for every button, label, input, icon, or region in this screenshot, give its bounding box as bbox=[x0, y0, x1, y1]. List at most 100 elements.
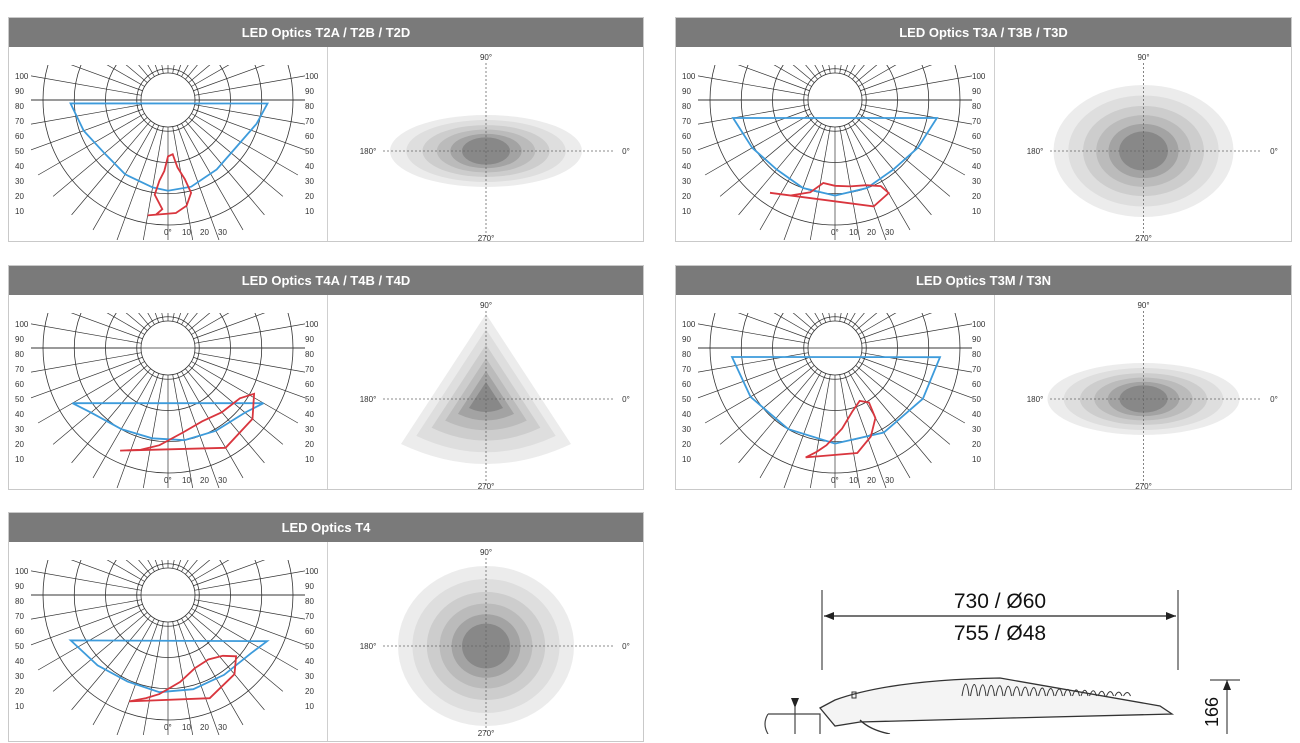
polar-tick-label-right: 80 bbox=[972, 350, 981, 359]
polar-tick-label-right: 20 bbox=[305, 192, 314, 201]
polar-tick-label-left: 50 bbox=[682, 147, 691, 156]
divider bbox=[327, 47, 328, 241]
polar-tick-label-left: 10 bbox=[682, 455, 691, 464]
panel-title: LED Optics T4 bbox=[9, 513, 643, 542]
contour-axis-label: 0° bbox=[622, 642, 630, 651]
polar-tick-label-right: 60 bbox=[305, 132, 314, 141]
polar-tick-label-right: 40 bbox=[305, 410, 314, 419]
polar-tick-label-left: 90 bbox=[682, 335, 691, 344]
blue-curve bbox=[69, 102, 270, 192]
contour-axis-label: 180° bbox=[360, 642, 377, 651]
polar-tick-label-right: 20 bbox=[305, 687, 314, 696]
polar-tick-label-right: 60 bbox=[972, 132, 981, 141]
contour-axis-label: 90° bbox=[480, 548, 492, 557]
polar-tick-label-right: 100 bbox=[305, 320, 319, 329]
polar-tick-label-right: 50 bbox=[305, 642, 314, 651]
panel-title: LED Optics T3A / T3B / T3D bbox=[676, 18, 1291, 47]
polar-tick-label-right: 90 bbox=[972, 87, 981, 96]
polar-tick-label-right: 60 bbox=[305, 627, 314, 636]
polar-tick-label-left: 10 bbox=[15, 702, 24, 711]
polar-tick-label-right: 100 bbox=[305, 567, 319, 576]
polar-diagram: 100 100 90 90 80 80 70 70 60 60 50 50 40 40 30 30 20 20 10… bbox=[682, 313, 986, 488]
polar-tick-label-right: 90 bbox=[305, 335, 314, 344]
polar-tick-label-left: 10 bbox=[682, 207, 691, 216]
polar-tick-label-right: 60 bbox=[305, 380, 314, 389]
polar-tick-label-left: 100 bbox=[15, 320, 29, 329]
polar-tick-label-right: 20 bbox=[972, 440, 981, 449]
divider bbox=[994, 47, 995, 241]
polar-tick-label-left: 90 bbox=[682, 87, 691, 96]
polar-tick-label-left: 70 bbox=[15, 365, 24, 374]
polar-tick-label-left: 60 bbox=[682, 380, 691, 389]
polar-tick-label-right: 80 bbox=[305, 350, 314, 359]
polar-tick-label-bottom: 30 bbox=[218, 228, 227, 237]
contour-axis-label: 180° bbox=[1027, 147, 1044, 156]
optics-panel-t4: LED Optics T4 100 100 90 90 80 80 70 70 60 60 50 50… bbox=[8, 512, 644, 742]
panel-body: 100 100 90 90 80 80 70 70 60 60 50 50 40 40 30 30 20 20 10… bbox=[9, 47, 643, 243]
contour-axis-label: 0° bbox=[622, 147, 630, 156]
polar-tick-label-right: 10 bbox=[972, 455, 981, 464]
polar-tick-label-left: 70 bbox=[682, 117, 691, 126]
polar-tick-label-right: 70 bbox=[972, 117, 981, 126]
contour-axis-label: 270° bbox=[478, 482, 495, 491]
polar-tick-label-bottom: 30 bbox=[885, 228, 894, 237]
isolux-contour-diagram: 90°270°180° 0° bbox=[360, 548, 630, 738]
polar-tick-label-left: 50 bbox=[15, 147, 24, 156]
polar-tick-label-left: 70 bbox=[682, 365, 691, 374]
polar-tick-label-right: 20 bbox=[972, 192, 981, 201]
contour-axis-label: 90° bbox=[1137, 301, 1149, 310]
polar-tick-label-left: 20 bbox=[682, 192, 691, 201]
dimension-height-label: 166 bbox=[1202, 697, 1222, 727]
polar-tick-label-left: 100 bbox=[682, 320, 696, 329]
polar-tick-label-left: 100 bbox=[15, 567, 29, 576]
polar-tick-label-right: 70 bbox=[305, 365, 314, 374]
polar-tick-label-bottom: 0° bbox=[831, 228, 839, 237]
panel-body: 100 100 90 90 80 80 70 70 60 60 50 50 40 40 30 30 20 20 10… bbox=[9, 295, 643, 491]
polar-tick-label-right: 80 bbox=[305, 102, 314, 111]
polar-tick-label-right: 100 bbox=[972, 320, 986, 329]
polar-tick-label-left: 10 bbox=[15, 207, 24, 216]
polar-tick-label-left: 80 bbox=[15, 350, 24, 359]
polar-tick-label-left: 90 bbox=[15, 582, 24, 591]
luminaire-dimension-drawing: 730 / Ø60 755 / Ø48 166 bbox=[764, 590, 1240, 734]
polar-tick-label-right: 30 bbox=[972, 177, 981, 186]
polar-tick-label-left: 80 bbox=[682, 350, 691, 359]
contour-axis-label: 270° bbox=[1135, 234, 1152, 243]
polar-tick-label-right: 10 bbox=[972, 207, 981, 216]
polar-tick-label-right: 80 bbox=[305, 597, 314, 606]
polar-tick-label-bottom: 20 bbox=[200, 476, 209, 485]
polar-tick-label-left: 20 bbox=[15, 687, 24, 696]
red-curve bbox=[147, 152, 193, 217]
polar-tick-label-bottom: 10 bbox=[182, 228, 191, 237]
polar-tick-label-right: 40 bbox=[972, 410, 981, 419]
panel-body: 100 100 90 90 80 80 70 70 60 60 50 50 40 40 30 30 20 20 10… bbox=[676, 47, 1291, 243]
polar-tick-label-left: 20 bbox=[682, 440, 691, 449]
red-curve bbox=[120, 392, 256, 452]
polar-tick-label-left: 30 bbox=[15, 177, 24, 186]
polar-tick-label-left: 60 bbox=[15, 627, 24, 636]
polar-tick-label-bottom: 20 bbox=[867, 228, 876, 237]
blue-curve bbox=[68, 639, 270, 694]
contour-axis-label: 180° bbox=[360, 147, 377, 156]
polar-tick-label-left: 70 bbox=[15, 117, 24, 126]
polar-tick-label-right: 10 bbox=[305, 207, 314, 216]
red-curve bbox=[769, 182, 891, 208]
polar-tick-label-bottom: 30 bbox=[218, 723, 227, 732]
optics-panel-t3: LED Optics T3A / T3B / T3D 100 100 90 90 80 8… bbox=[675, 17, 1292, 243]
polar-tick-label-right: 30 bbox=[972, 425, 981, 434]
polar-tick-label-right: 30 bbox=[305, 672, 314, 681]
panel-title: LED Optics T2A / T2B / T2D bbox=[9, 18, 643, 47]
heatsink-fins bbox=[961, 683, 1131, 697]
optics-panel-t3m: LED Optics T3M / T3N 100 100 90 90 80 80 70 70 6… bbox=[675, 265, 1292, 491]
panel-body: 100 100 90 90 80 80 70 70 60 60 50 50 40 40 30 30 20 20 10… bbox=[9, 542, 643, 741]
polar-tick-label-left: 30 bbox=[682, 425, 691, 434]
polar-tick-label-left: 80 bbox=[15, 102, 24, 111]
divider bbox=[327, 295, 328, 489]
optics-panel-t4abd: LED Optics T4A / T4B / T4D 100 100 90 90 80 8… bbox=[8, 265, 644, 491]
polar-tick-label-bottom: 0° bbox=[164, 228, 172, 237]
optics-panel-t2: LED Optics T2A / T2B / T2D 100 100 90 90 80 8… bbox=[8, 17, 644, 243]
polar-tick-label-left: 80 bbox=[15, 597, 24, 606]
divider bbox=[327, 542, 328, 741]
polar-tick-label-left: 30 bbox=[15, 672, 24, 681]
contour-axis-label: 180° bbox=[360, 395, 377, 404]
